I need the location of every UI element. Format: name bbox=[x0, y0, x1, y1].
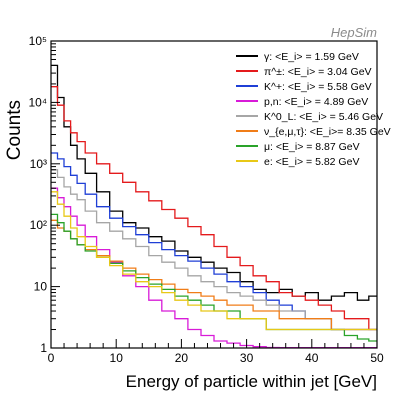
legend-label-0: γ: <E_i> = 1.59 GeV bbox=[264, 51, 359, 63]
series-line-4 bbox=[51, 169, 377, 331]
legend-label-7: e: <E_i> = 5.82 GeV bbox=[264, 156, 359, 168]
legend: γ: <E_i> = 1.59 GeV π^±: <E_i> = 3.04 GeV… bbox=[236, 51, 391, 168]
legend-label-1: π^±: <E_i> = 3.04 GeV bbox=[264, 66, 372, 78]
y-tick-label: 10² bbox=[30, 218, 47, 232]
x-tick-label: 0 bbox=[48, 351, 55, 365]
plot-frame bbox=[50, 40, 378, 349]
watermark: HepSim bbox=[331, 25, 377, 40]
series-line-0 bbox=[51, 64, 377, 301]
legend-label-5: ν_{e,μ,τ}: <E_i>= 8.35 GeV bbox=[264, 126, 391, 138]
axes-group: 0 10 20 30 40 50 1 10 10² 10³ 10⁴ 10⁵ bbox=[28, 34, 384, 365]
x-tick-label: 40 bbox=[305, 351, 319, 365]
x-axis-label: Energy of particle within jet [GeV] bbox=[126, 372, 377, 391]
y-axis-label: Counts bbox=[4, 100, 25, 160]
legend-label-2: K^+: <E_i> = 5.58 GeV bbox=[264, 81, 372, 93]
y-tick-label: 1 bbox=[40, 341, 47, 355]
legend-label-3: p,n: <E_i> = 4.89 GeV bbox=[264, 96, 368, 108]
legend-label-4: K^0_L: <E_i> = 5.46 GeV bbox=[264, 111, 383, 123]
x-tick-label: 10 bbox=[110, 351, 124, 365]
y-tick-label: 10³ bbox=[30, 157, 47, 171]
x-tick-label: 50 bbox=[370, 351, 384, 365]
series-line-1 bbox=[51, 86, 377, 331]
series-lines-group bbox=[51, 64, 377, 349]
y-tick-label: 10⁴ bbox=[28, 95, 47, 109]
x-tick-label: 30 bbox=[240, 351, 254, 365]
legend-label-6: μ: <E_i> = 8.87 GeV bbox=[264, 141, 360, 153]
y-tick-label: 10 bbox=[34, 280, 48, 294]
y-tick-label: 10⁵ bbox=[29, 34, 47, 48]
x-tick-label: 20 bbox=[175, 351, 189, 365]
series-line-7 bbox=[51, 191, 377, 331]
